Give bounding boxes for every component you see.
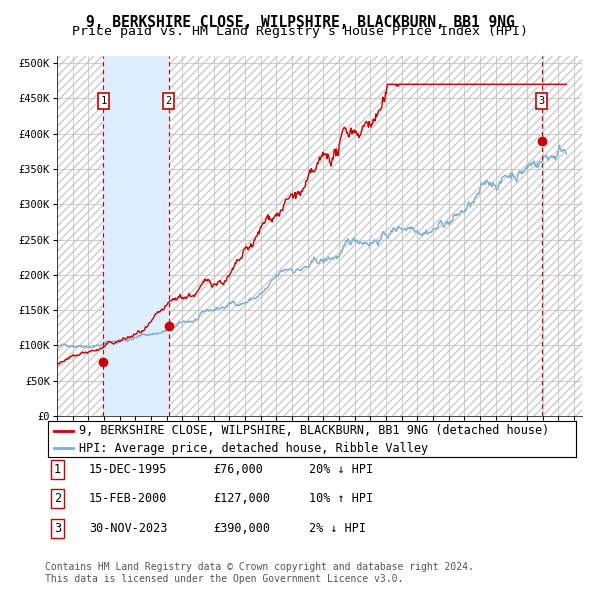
Text: 2: 2 (54, 492, 61, 505)
Bar (57, 56, 103, 416)
Text: £390,000: £390,000 (213, 522, 270, 535)
Text: HPI: Average price, detached house, Ribble Valley: HPI: Average price, detached house, Ribb… (79, 441, 428, 455)
Text: 2% ↓ HPI: 2% ↓ HPI (309, 522, 366, 535)
Text: £127,000: £127,000 (213, 492, 270, 505)
Text: 30-NOV-2023: 30-NOV-2023 (89, 522, 167, 535)
Bar (169, 56, 542, 416)
Text: 9, BERKSHIRE CLOSE, WILPSHIRE, BLACKBURN, BB1 9NG: 9, BERKSHIRE CLOSE, WILPSHIRE, BLACKBURN… (86, 15, 514, 30)
Text: 10% ↑ HPI: 10% ↑ HPI (309, 492, 373, 505)
Text: 1: 1 (54, 463, 61, 476)
Text: 20% ↓ HPI: 20% ↓ HPI (309, 463, 373, 476)
Text: 1: 1 (100, 96, 107, 106)
Text: 15-FEB-2000: 15-FEB-2000 (89, 492, 167, 505)
Bar (542, 56, 582, 416)
Text: £76,000: £76,000 (213, 463, 263, 476)
Text: Price paid vs. HM Land Registry's House Price Index (HPI): Price paid vs. HM Land Registry's House … (72, 25, 528, 38)
Text: Contains HM Land Registry data © Crown copyright and database right 2024.
This d: Contains HM Land Registry data © Crown c… (45, 562, 474, 584)
Text: 2: 2 (166, 96, 172, 106)
Text: 9, BERKSHIRE CLOSE, WILPSHIRE, BLACKBURN, BB1 9NG (detached house): 9, BERKSHIRE CLOSE, WILPSHIRE, BLACKBURN… (79, 424, 549, 437)
Text: 3: 3 (538, 96, 545, 106)
Bar (103, 56, 169, 416)
Text: 15-DEC-1995: 15-DEC-1995 (89, 463, 167, 476)
Text: 3: 3 (54, 522, 61, 535)
